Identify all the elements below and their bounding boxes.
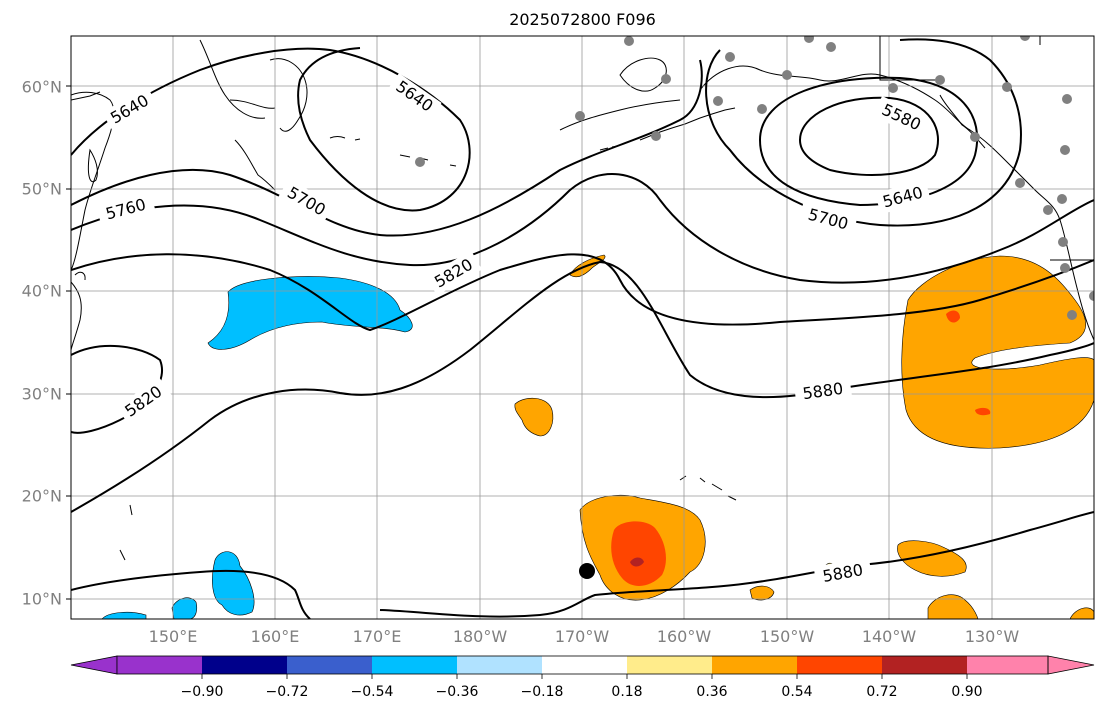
colorbar-segment (457, 656, 542, 674)
latitude-label: 20°N (22, 487, 62, 506)
longitude-label: 170°E (353, 627, 402, 646)
map-title: 2025072800 F096 (509, 10, 656, 29)
colorbar-segment (372, 656, 457, 674)
colorbar-tick-label: −0.54 (351, 684, 394, 700)
latitude-labels: 60°N 50°N 40°N 30°N 20°N 10°N (22, 78, 71, 609)
colorbar-high-extension (1047, 655, 1095, 675)
contour-label-backgrounds (96, 73, 931, 589)
colorbar-tick-label: 0.72 (866, 684, 897, 700)
latitude-label: 40°N (22, 282, 62, 301)
longitude-label: 170°W (555, 627, 610, 646)
colorbar-segment (627, 656, 712, 674)
graticule (71, 36, 1094, 619)
longitude-labels: 150°E 160°E 170°E 180°W 170°W 160°W 150°… (149, 627, 1020, 646)
map-frame (70, 35, 1095, 620)
storm-center-marker (579, 563, 595, 579)
colorbar-segment (117, 656, 202, 674)
latitude-label: 60°N (22, 78, 62, 97)
longitude-label: 140°W (862, 627, 917, 646)
longitude-label: 130°W (965, 627, 1020, 646)
latitude-label: 10°N (22, 590, 62, 609)
colorbar-tick-label: −0.18 (521, 684, 564, 700)
coastlines (71, 36, 1094, 561)
station-dots (415, 36, 1094, 320)
colorbar-segment (882, 656, 967, 674)
colorbar-segment (542, 656, 627, 674)
contour-5640-west (71, 47, 471, 212)
colorbar-segment (287, 656, 372, 674)
latitude-label: 30°N (22, 385, 62, 404)
colorbar-segment (967, 656, 1048, 674)
contour-5880 (71, 260, 1094, 513)
colorbar-tick-label: −0.90 (181, 684, 224, 700)
contour-5640-east (758, 76, 979, 207)
contour-5700-ring (705, 38, 1022, 227)
colorbar-low-extension (70, 655, 118, 675)
height-contours (71, 38, 1094, 619)
colorbar-tick-label: −0.36 (436, 684, 479, 700)
contour-5700 (71, 59, 703, 237)
positive-anomaly-regions (514, 254, 1094, 619)
contour-5820 (71, 253, 1094, 332)
colorbar-tick-label: 0.36 (696, 684, 727, 700)
colorbar: −0.90 −0.72 −0.54 −0.36 −0.18 0.18 0.36 … (70, 655, 1095, 700)
latitude-label: 50°N (22, 180, 62, 199)
longitude-label: 180°W (453, 627, 508, 646)
longitude-label: 160°W (657, 627, 712, 646)
longitude-label: 160°E (251, 627, 300, 646)
map-area (71, 36, 1094, 619)
colorbar-segment (202, 656, 287, 674)
longitude-label: 150°W (760, 627, 815, 646)
contour-5880-south (71, 569, 311, 619)
longitude-label: 150°E (149, 627, 198, 646)
colorbar-segment (712, 656, 797, 674)
colorbar-segment (797, 656, 882, 674)
colorbar-tick-label: 0.54 (781, 684, 812, 700)
contour-5580 (798, 96, 939, 176)
colorbar-tick-label: −0.72 (266, 684, 309, 700)
colorbar-tick-label: 0.18 (611, 684, 642, 700)
contour-5760 (71, 173, 1094, 284)
colorbar-tick-label: 0.90 (951, 684, 982, 700)
contour-5880-lower (379, 511, 1094, 618)
